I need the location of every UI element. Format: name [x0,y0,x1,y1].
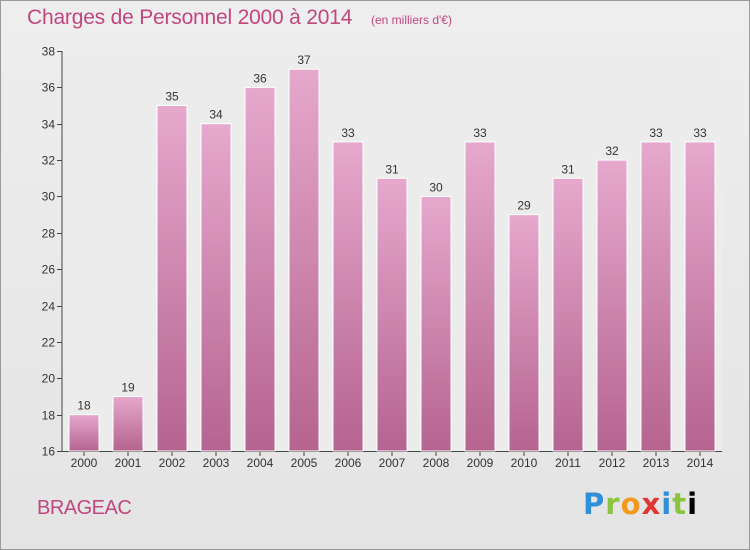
y-tick-label: 20 [42,372,56,386]
x-tick-label-2009: 2009 [467,456,494,470]
bar-2011 [552,177,584,452]
y-tick-label: 28 [42,227,56,241]
bar-2005 [288,68,320,452]
bar-2002 [156,105,188,452]
data-label-2012: 32 [605,144,619,158]
place-name: BRAGEAC [37,497,132,519]
y-axis: 16 18 20 22 24 26 28 30 32 34 36 38 [42,45,63,459]
bar-2000 [68,414,100,452]
x-tick-label-2005: 2005 [291,456,318,470]
x-tick-label-2001: 2001 [115,456,142,470]
data-label-2000: 18 [77,399,91,413]
data-label-2014: 33 [693,126,707,140]
proxiti-logo: Proxiti [583,487,699,521]
x-tick-label-2008: 2008 [423,456,450,470]
chart-subtitle: (en milliers d'€) [371,13,452,27]
x-tick-label-2004: 2004 [247,456,274,470]
bar-2008 [420,195,452,452]
x-tick-label-2007: 2007 [379,456,406,470]
data-label-2008: 30 [429,180,443,194]
x-tick-label-2006: 2006 [335,456,362,470]
bar-2010 [508,214,540,452]
x-tick-label-2012: 2012 [599,456,626,470]
bars [68,68,716,452]
bar-2014 [684,141,716,452]
data-label-2011: 31 [561,162,575,176]
x-axis: 2000 2001 2002 2003 2004 2005 2006 2007 2008 2009… [62,451,722,470]
y-tick-label: 30 [42,190,56,204]
data-label-2013: 33 [649,126,663,140]
y-tick-label: 38 [42,45,56,59]
bar-2003 [200,123,232,452]
bar-2007 [376,177,408,452]
bar-2004 [244,86,276,452]
data-label-2009: 33 [473,126,487,140]
data-label-2002: 35 [165,90,179,104]
bar-2012 [596,159,628,452]
x-tick-label-2003: 2003 [203,456,230,470]
x-tick-label-2013: 2013 [643,456,670,470]
y-tick-label: 32 [42,154,56,168]
data-label-2003: 34 [209,108,223,122]
data-label-2007: 31 [385,162,399,176]
x-tick-label-2010: 2010 [511,456,538,470]
bar-2001 [112,395,144,452]
y-tick-label: 18 [42,409,56,423]
data-label-2004: 36 [253,71,267,85]
y-tick-label: 24 [42,300,56,314]
chart-title: Charges de Personnel 2000 à 2014 [27,6,353,29]
data-label-2006: 33 [341,126,355,140]
data-label-2010: 29 [517,199,531,213]
data-label-2005: 37 [297,53,311,67]
y-tick-label: 22 [42,336,56,350]
bar-2013 [640,141,672,452]
x-tick-label-2002: 2002 [159,456,186,470]
y-tick-label: 26 [42,263,56,277]
data-labels: 18 19 35 34 36 37 33 31 30 33 29 31 32 33 33 [77,53,707,412]
x-tick-label-2014: 2014 [687,456,714,470]
x-tick-label-2000: 2000 [71,456,98,470]
bar-2009 [464,141,496,452]
y-tick-label: 36 [42,81,56,95]
bar-2006 [332,141,364,452]
y-tick-label: 34 [42,118,56,132]
x-tick-label-2011: 2011 [555,456,581,470]
data-label-2001: 19 [121,380,135,394]
y-tick-label: 16 [42,445,56,459]
